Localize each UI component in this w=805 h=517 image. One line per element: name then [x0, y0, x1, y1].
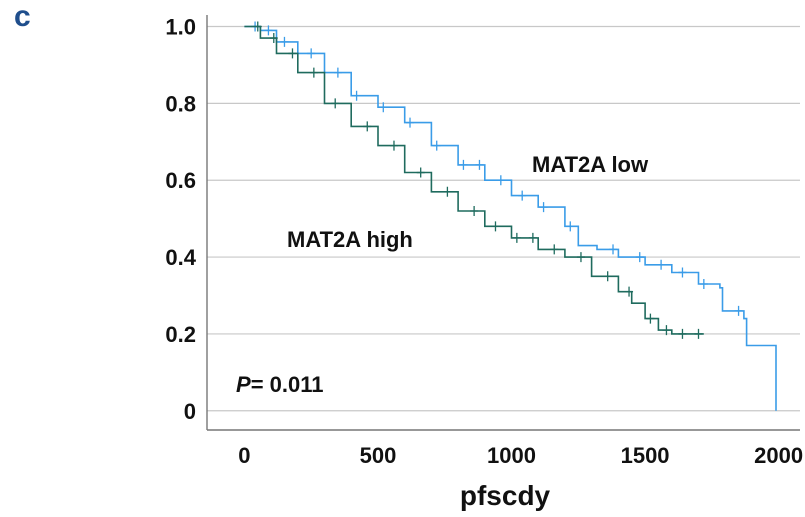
censor-mark-s0-13	[539, 202, 548, 213]
censor-mark-s1-17	[646, 313, 655, 324]
censor-mark-s0-1	[264, 25, 273, 36]
x-axis-title: pfscdy	[460, 480, 551, 511]
y-tick-label-3: 0.6	[165, 168, 196, 193]
censor-mark-s0-7	[406, 117, 415, 128]
censor-mark-s1-7	[416, 167, 425, 178]
censor-mark-s0-8	[432, 140, 441, 151]
censor-mark-s0-5	[352, 90, 361, 101]
series-label-mat2a-high: MAT2A high	[287, 227, 413, 252]
censor-mark-s1-13	[550, 244, 559, 255]
censor-mark-s1-5	[363, 121, 372, 132]
x-tick-label-4: 2000	[754, 443, 803, 468]
censor-mark-s1-9	[470, 205, 479, 216]
x-tick-label-2: 1000	[487, 443, 536, 468]
censor-mark-s1-6	[389, 140, 398, 151]
censor-mark-s1-10	[491, 221, 500, 232]
censor-mark-s0-6	[379, 102, 388, 113]
censor-mark-s1-19	[678, 328, 687, 339]
censor-mark-s0-16	[635, 252, 644, 263]
censor-mark-s0-10	[475, 159, 484, 170]
x-tick-label-1: 500	[360, 443, 397, 468]
censor-mark-s0-11	[496, 175, 505, 186]
censor-mark-s1-12	[528, 232, 537, 243]
p-value-text: = 0.011	[251, 372, 324, 397]
censor-mark-s0-17	[657, 259, 666, 270]
series-layer	[244, 21, 777, 411]
y-tick-label-1: 0.2	[165, 322, 196, 347]
censor-mark-s1-16	[625, 286, 634, 297]
censor-mark-s1-14	[576, 252, 585, 263]
x-tick-label-0: 0	[238, 443, 250, 468]
censor-mark-s0-3	[307, 48, 316, 59]
censor-mark-s1-11	[512, 232, 521, 243]
svg-text:P= 0.011: P= 0.011	[236, 372, 324, 397]
y-tick-label-0: 0	[184, 399, 196, 424]
tick-layer: 0 0.2 0.4 0.6 0.8 1.0 0 500 1000 1500 2000	[165, 15, 803, 468]
p-value-symbol: P	[236, 372, 251, 397]
grid-layer	[207, 25, 800, 412]
p-value-annotation: P= 0.011	[236, 372, 324, 397]
censor-mark-s1-2	[288, 48, 297, 59]
panel-label: c	[14, 0, 31, 33]
censor-mark-s0-18	[678, 267, 687, 278]
y-tick-label-2: 0.4	[165, 245, 196, 270]
censor-mark-s0-19	[699, 278, 708, 289]
censor-mark-s0-20	[734, 305, 743, 316]
censor-mark-s1-1	[269, 33, 278, 44]
censor-mark-s1-3	[309, 67, 318, 78]
censor-mark-s1-20	[694, 328, 703, 339]
censor-mark-s0-15	[609, 244, 618, 255]
censor-mark-s1-4	[331, 98, 340, 109]
y-tick-label-4: 0.8	[165, 91, 196, 116]
x-tick-label-3: 1500	[621, 443, 670, 468]
censor-mark-s1-15	[603, 271, 612, 282]
censor-mark-s1-18	[662, 325, 671, 336]
censor-mark-s0-14	[566, 221, 575, 232]
series-label-mat2a-low: MAT2A low	[532, 152, 649, 177]
censor-mark-s0-9	[459, 159, 468, 170]
censor-mark-s0-12	[518, 190, 527, 201]
censor-mark-s1-0	[253, 21, 262, 32]
censor-mark-s0-4	[333, 67, 342, 78]
axis-layer	[206, 15, 800, 431]
censor-mark-s1-8	[443, 186, 452, 197]
y-tick-label-5: 1.0	[165, 15, 196, 40]
censor-mark-s0-2	[280, 36, 289, 47]
